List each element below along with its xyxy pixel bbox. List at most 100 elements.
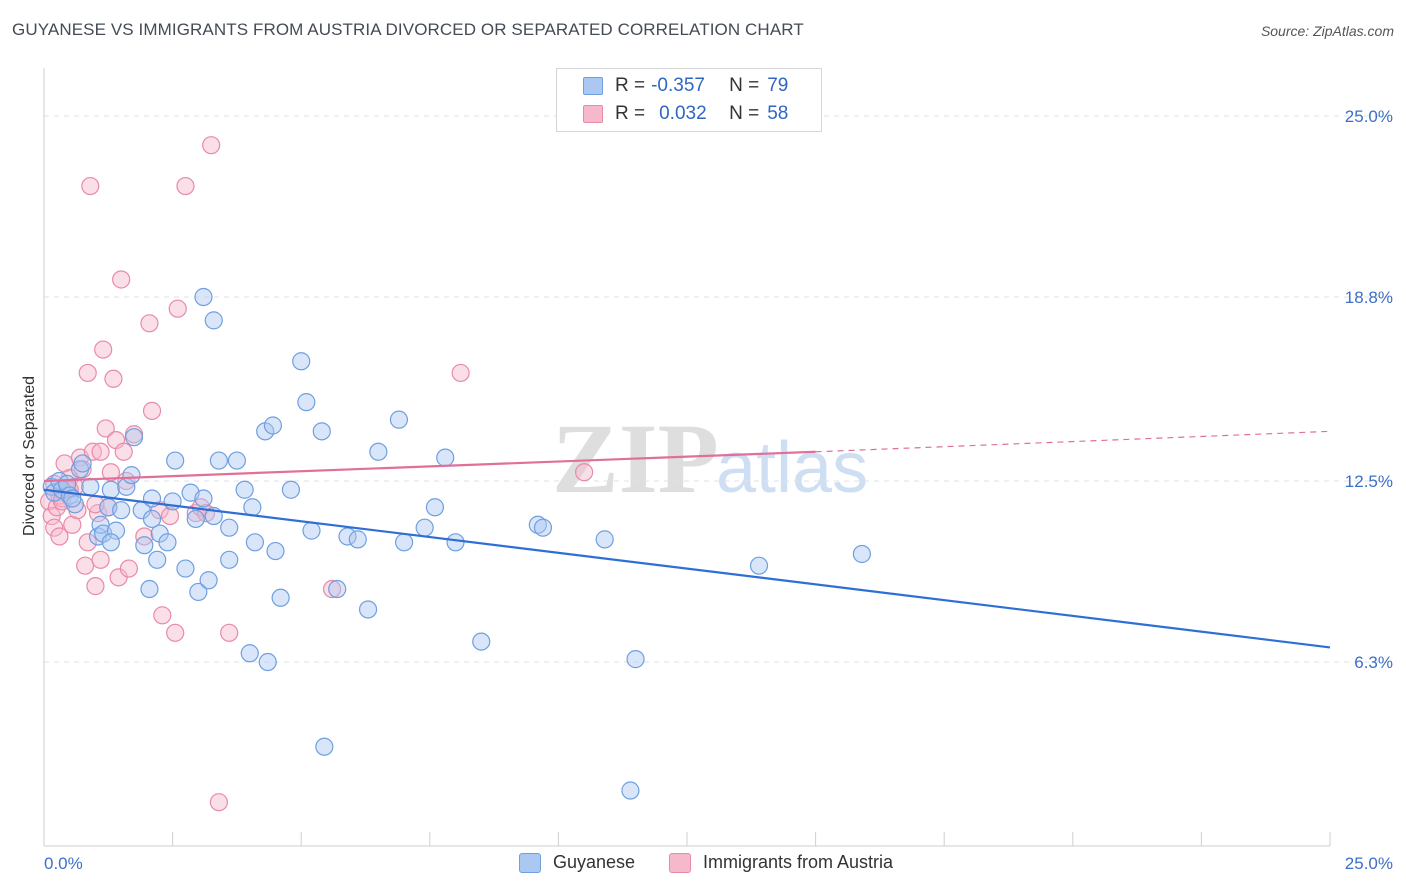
guyanese-point bbox=[328, 579, 347, 599]
guyanese-point bbox=[189, 582, 208, 602]
trend-lines bbox=[43, 430, 1331, 649]
guyanese-point bbox=[266, 541, 285, 561]
guyanese-point bbox=[446, 533, 465, 552]
guyanese-swatch bbox=[583, 77, 603, 95]
guyanese-point bbox=[81, 477, 100, 496]
guyanese-point bbox=[176, 559, 195, 578]
austria-point bbox=[96, 419, 115, 438]
austria-point bbox=[322, 579, 342, 599]
austria-point bbox=[104, 369, 123, 388]
guyanese-point bbox=[348, 530, 367, 549]
guyanese-point bbox=[135, 536, 154, 555]
guyanese-point bbox=[271, 588, 290, 607]
austria-point bbox=[50, 527, 69, 546]
guyanese-point bbox=[106, 521, 126, 540]
guyanese-point bbox=[358, 600, 378, 619]
legend-row-guyanese: R = -0.357 N = 79 bbox=[557, 72, 788, 100]
guyanese-point bbox=[595, 530, 614, 549]
guyanese-point bbox=[472, 632, 491, 651]
guyanese-point bbox=[227, 451, 246, 470]
guyanese-point bbox=[245, 533, 265, 552]
guyanese-point bbox=[186, 509, 205, 529]
source-label: Source: ZipAtlas.com bbox=[1260, 23, 1394, 39]
axes bbox=[43, 68, 1331, 847]
austria-point bbox=[86, 577, 105, 596]
legend-label-guyanese: Guyanese bbox=[553, 852, 636, 872]
austria-point bbox=[91, 550, 110, 569]
austria-point bbox=[83, 442, 102, 461]
guyanese-point bbox=[163, 492, 182, 511]
austria-trend-extension bbox=[815, 430, 1331, 453]
r-label: R = bbox=[615, 103, 646, 124]
tick-labels: 6.3% 12.5% 18.8% 25.0% 0.0% 25.0% bbox=[44, 107, 1393, 873]
x-tick-label: 0.0% bbox=[44, 854, 83, 873]
austria-point bbox=[91, 442, 110, 461]
guyanese-point bbox=[312, 422, 331, 441]
watermark-atlas: atlas bbox=[716, 428, 868, 508]
guyanese-point bbox=[140, 579, 159, 599]
guyanese-point bbox=[158, 533, 177, 552]
guyanese-point bbox=[194, 489, 213, 508]
guyanese-point bbox=[122, 466, 141, 485]
chart-title: GUYANESE VS IMMIGRANTS FROM AUSTRIA DIVO… bbox=[12, 20, 804, 39]
austria-swatch bbox=[583, 105, 603, 123]
guyanese-point bbox=[101, 480, 120, 499]
n-value: 79 bbox=[767, 75, 789, 96]
legend-label-austria: Immigrants from Austria bbox=[703, 852, 894, 872]
austria-point bbox=[168, 299, 187, 318]
guyanese-point bbox=[528, 515, 547, 534]
legend-item-austria: Immigrants from Austria bbox=[669, 852, 893, 873]
y-tick-label: 25.0% bbox=[1345, 107, 1393, 126]
austria-point bbox=[160, 506, 180, 526]
austria-point bbox=[575, 463, 594, 482]
y-tick-label: 18.8% bbox=[1345, 288, 1393, 307]
austria-point bbox=[42, 506, 61, 526]
guyanese-point bbox=[220, 550, 239, 569]
austria-point bbox=[78, 363, 97, 383]
guyanese-point bbox=[243, 498, 262, 517]
guyanese-point bbox=[220, 518, 239, 537]
austria-point bbox=[153, 606, 172, 625]
n-value: 58 bbox=[767, 103, 789, 124]
legend-row-austria: R = 0.032 N = 58 bbox=[557, 100, 788, 128]
guyanese-point bbox=[425, 498, 445, 517]
guyanese-point bbox=[263, 416, 283, 435]
austria-point bbox=[140, 314, 159, 333]
guyanese-point bbox=[394, 533, 414, 552]
austria-point bbox=[142, 401, 162, 420]
guyanese-point bbox=[209, 451, 228, 470]
guyanese-point bbox=[852, 544, 871, 564]
y-axis-label: Divorced or Separated bbox=[21, 376, 38, 536]
guyanese-point bbox=[258, 652, 277, 672]
guyanese-legend-swatch bbox=[519, 852, 541, 873]
austria-point bbox=[202, 136, 221, 155]
guyanese-point bbox=[292, 352, 311, 371]
guyanese-point bbox=[315, 737, 334, 756]
austria-point bbox=[451, 363, 470, 383]
r-value: -0.357 bbox=[651, 75, 705, 96]
guyanese-point bbox=[297, 393, 316, 412]
austria-point bbox=[209, 793, 228, 812]
stats-legend: R = -0.357 N = 79 R = 0.032 N = 58 bbox=[556, 68, 822, 132]
austria-point bbox=[166, 623, 185, 642]
guyanese-point bbox=[142, 509, 162, 529]
guyanese-point bbox=[621, 781, 640, 800]
guyanese-point bbox=[749, 556, 769, 575]
guyanese-point bbox=[369, 442, 388, 461]
austria-point bbox=[119, 559, 138, 578]
guyanese-point bbox=[235, 480, 254, 499]
grid-lines bbox=[44, 115, 1390, 663]
n-label: N = bbox=[729, 103, 760, 124]
guyanese-point bbox=[166, 451, 185, 470]
series-legend: Guyanese Immigrants from Austria bbox=[0, 852, 1406, 878]
r-value: 0.032 bbox=[659, 103, 707, 124]
guyanese-point bbox=[124, 428, 144, 447]
guyanese-point bbox=[626, 650, 645, 669]
guyanese-point bbox=[101, 533, 120, 552]
guyanese-point bbox=[112, 501, 131, 520]
guyanese-point bbox=[389, 410, 409, 429]
guyanese-point bbox=[302, 521, 321, 540]
r-label: R = bbox=[615, 75, 646, 96]
austria-trend-line bbox=[43, 450, 816, 483]
